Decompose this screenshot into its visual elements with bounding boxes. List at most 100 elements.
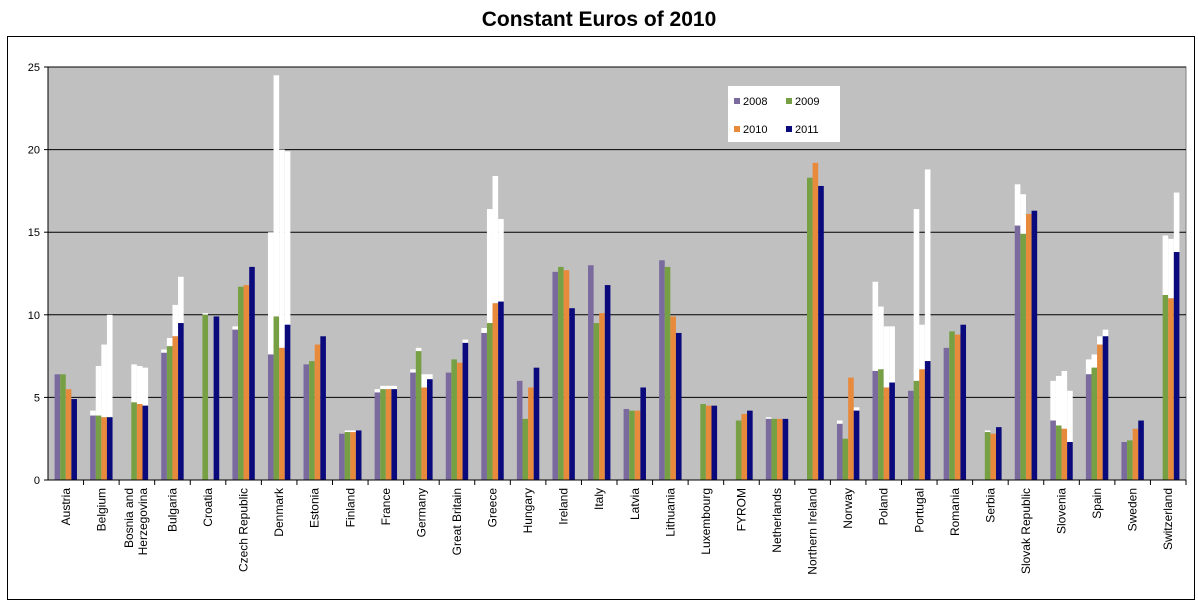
bar-2011 (178, 323, 184, 480)
range-bar-2008 (161, 349, 167, 353)
bar-2009 (558, 266, 564, 480)
svg-text:Herzegovina: Herzegovina (136, 488, 150, 556)
bar-2008 (267, 354, 274, 480)
bar-2010 (812, 162, 819, 481)
bar-2011 (391, 389, 398, 480)
bar-2011 (604, 285, 611, 480)
range-bar-2008 (90, 410, 96, 416)
range-bar-2011 (391, 385, 398, 390)
bar-2008 (765, 418, 772, 480)
range-bar-2008 (374, 389, 381, 393)
bar-2008 (659, 260, 665, 480)
category-label: Austria (59, 488, 73, 526)
bar-2009 (486, 323, 493, 480)
bar-2011 (924, 361, 931, 480)
bar-2008 (588, 265, 594, 480)
legend-label-2010: 2010 (743, 124, 767, 136)
category-label: FYROM (734, 488, 748, 531)
bar-2011 (427, 379, 433, 480)
category-label: Bulgaria (165, 488, 179, 532)
axes: 0 5 10 15 20 25 (28, 62, 1187, 487)
bar-2009 (913, 380, 920, 480)
svg-text:Poland: Poland (877, 488, 891, 525)
bar-2009 (131, 402, 137, 480)
bar-2011 (142, 405, 149, 480)
bar-2008 (908, 390, 914, 480)
range-bar-2009 (1020, 194, 1026, 234)
bar-2011 (106, 417, 113, 480)
svg-text:Sweden: Sweden (1126, 488, 1140, 531)
bar-2010 (172, 336, 179, 480)
range-bar-2010 (1097, 336, 1103, 345)
bar-2011 (889, 382, 895, 480)
bar-2009 (415, 351, 422, 480)
bar-2009 (380, 389, 386, 480)
range-bar-2009 (166, 337, 173, 347)
svg-text:Norway: Norway (841, 488, 855, 529)
bar-2008 (410, 372, 416, 480)
bar-2010 (243, 285, 250, 480)
bar-2008 (1050, 420, 1056, 480)
range-bar-2008 (481, 328, 487, 333)
category-label: Belgium (94, 488, 108, 531)
bar-2009 (984, 432, 991, 480)
category-label: Poland (877, 488, 891, 525)
category-label: Latvia (628, 488, 642, 520)
svg-text:Germany: Germany (414, 488, 428, 537)
svg-text:Slovak Republic: Slovak Republic (1019, 488, 1033, 574)
y-tick-label: 0 (34, 475, 40, 487)
bar-2010 (670, 316, 676, 480)
bar-2010 (1025, 214, 1032, 480)
bar-2011 (818, 185, 824, 480)
bar-2008 (943, 347, 950, 480)
category-label: Norway (841, 488, 855, 529)
bar-2008 (445, 372, 452, 480)
svg-text:Bulgaria: Bulgaria (165, 488, 179, 532)
bar-2008 (90, 415, 96, 480)
bar-2010 (954, 334, 961, 480)
bar-2008 (374, 392, 381, 480)
bar-2010 (1132, 428, 1139, 480)
bar-2009 (522, 418, 529, 480)
bar-2011 (1102, 336, 1109, 480)
bar-2009 (60, 374, 66, 480)
category-label: Great Britain (450, 488, 464, 555)
bar-2008 (1121, 442, 1128, 480)
bar-2011 (462, 342, 469, 480)
range-bar-2008 (836, 420, 843, 424)
svg-text:Finland: Finland (343, 488, 357, 527)
range-bar-2011 (889, 326, 895, 383)
svg-text:Ireland: Ireland (557, 488, 571, 525)
bar-2008 (232, 329, 238, 480)
bar-2009 (949, 331, 955, 480)
category-label: Slovak Republic (1019, 488, 1033, 574)
range-bar-2010 (1168, 238, 1174, 299)
bar-2011 (1173, 252, 1180, 480)
bar-2010 (848, 377, 854, 480)
bar-2008 (1014, 225, 1021, 480)
category-label: Lithuania (663, 488, 677, 537)
range-bar-2008 (1085, 359, 1092, 375)
bar-2009 (593, 323, 600, 480)
y-tick-label: 25 (28, 62, 40, 74)
range-bar-2011 (498, 218, 504, 302)
bar-2010 (1168, 298, 1174, 480)
svg-text:Great Britain: Great Britain (450, 488, 464, 555)
category-label: Italy (592, 488, 606, 510)
category-label: Portugal (912, 488, 926, 533)
category-label: Northern Ireland (806, 488, 820, 575)
range-bar-2010 (101, 344, 107, 418)
svg-text:Croatia: Croatia (201, 488, 215, 527)
category-label: Croatia (201, 488, 215, 527)
bar-2010 (741, 413, 748, 480)
range-bar-2010 (385, 385, 392, 390)
legend-swatch-2009 (786, 98, 792, 104)
svg-text:Belgium: Belgium (94, 488, 108, 531)
bar-2011 (711, 405, 718, 480)
svg-text:Hungary: Hungary (521, 488, 535, 533)
bar-2008 (623, 408, 630, 480)
category-label: Serbia (983, 488, 997, 523)
y-tick-label: 15 (28, 227, 40, 239)
svg-text:France: France (379, 488, 393, 526)
